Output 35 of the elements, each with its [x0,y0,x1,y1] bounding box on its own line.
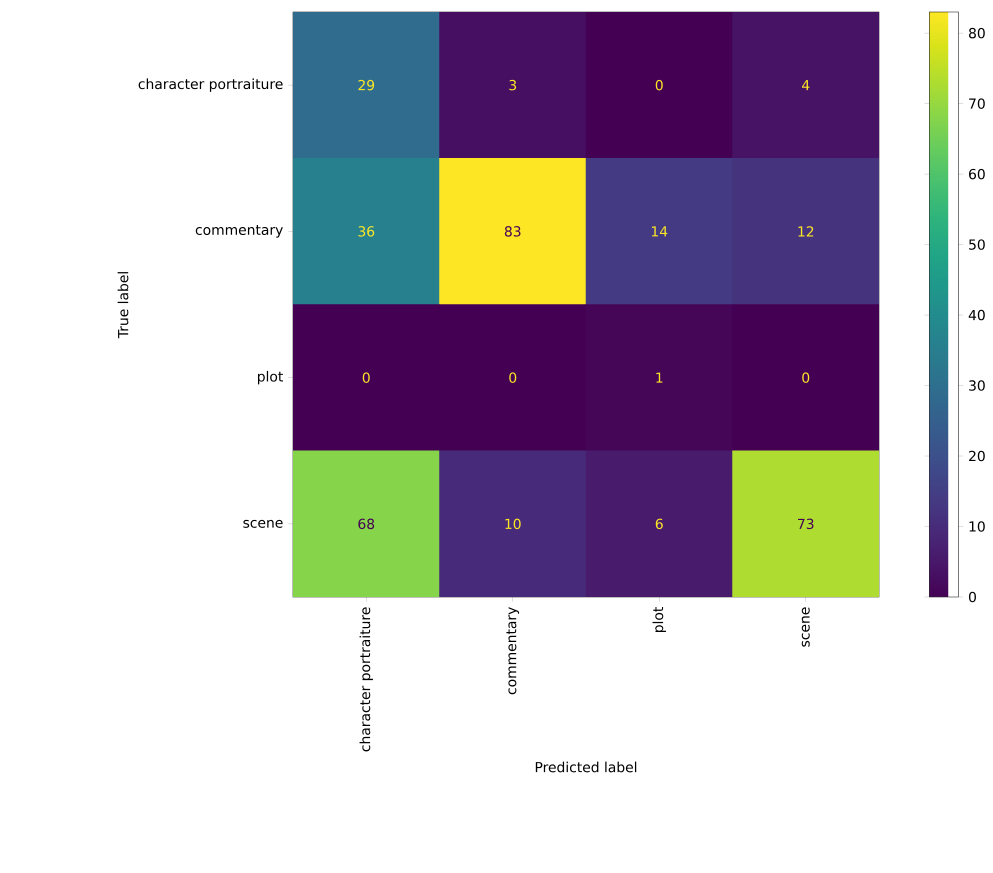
data-label: 14 [652,226,668,236]
y-tick-label: scene [243,520,283,528]
color-bar-label: 30 [969,380,985,391]
data-label: 29 [358,80,374,90]
data-label: 0 [802,372,810,383]
data-label: 73 [798,518,814,530]
data-label: 0 [362,372,370,383]
data-label: 10 [505,518,521,530]
color-bar-label: 70 [969,98,985,109]
color-bar-label: 10 [970,521,985,532]
x-axis-title: Predicted label [536,762,636,772]
data-label: 0 [509,372,516,383]
data-label: 83 [504,226,520,237]
x-tick-label: scene [802,607,810,647]
color-bar-label: 60 [969,168,985,180]
data-label: 1 [656,372,662,383]
x-tick-label: commentary [506,607,520,694]
y-axis-title: True label [118,272,128,338]
data-label: 36 [358,226,374,237]
color-bar-label: 20 [969,450,985,462]
color-bar-label: 80 [969,28,985,38]
data-label: 68 [358,518,374,530]
data-label: 0 [656,80,663,90]
color-bar-label: 40 [968,310,985,320]
data-label: 4 [802,80,810,90]
data-label: 6 [656,518,663,530]
y-tick-label: commentary [196,225,283,238]
y-tick-label: character portraiture [138,78,283,92]
y-tick-label: plot [258,370,283,384]
x-tick-label: character portraiture [360,607,373,752]
color-bar-label: 50 [969,239,985,250]
x-tick-label: plot [652,607,666,632]
color-bar-label: 0 [968,592,976,602]
data-label: 12 [798,226,814,237]
data-label: 3 [509,80,516,90]
